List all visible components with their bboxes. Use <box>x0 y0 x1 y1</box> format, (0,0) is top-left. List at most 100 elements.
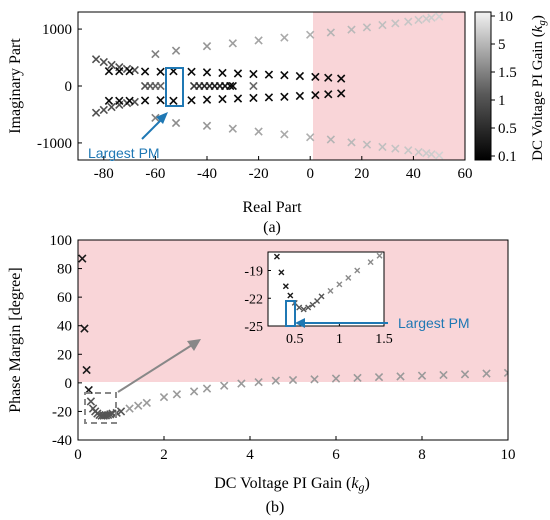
pole-marker <box>140 67 150 76</box>
pole-marker <box>324 73 333 82</box>
pole-marker <box>104 96 114 105</box>
colorbar-tick-label: 0.5 <box>498 121 517 137</box>
panel-a-y-label: Imaginary Part <box>7 38 24 134</box>
pm-marker <box>106 410 115 419</box>
x-tick-label: 60 <box>458 166 473 182</box>
pm-marker <box>353 373 362 383</box>
inset-pm-marker <box>287 292 294 299</box>
pole-marker <box>91 108 101 117</box>
pole-marker <box>228 39 237 48</box>
inset-largest-pm-box <box>285 300 296 327</box>
pole-marker <box>378 20 387 30</box>
y-tick-label: 0 <box>65 376 73 392</box>
inset-y-tick-label: -25 <box>244 320 263 335</box>
pole-marker <box>228 124 237 133</box>
pole-marker <box>280 71 289 80</box>
caption-b: (b) <box>266 499 285 516</box>
pole-marker <box>156 81 165 91</box>
pole-marker <box>125 67 134 76</box>
pole-marker <box>151 113 160 123</box>
panel-b-x-label: DC Voltage PI Gain (kg) <box>214 475 370 494</box>
pole-marker <box>171 118 181 128</box>
pm-marker <box>331 374 341 383</box>
pm-marker <box>116 407 126 416</box>
pole-marker <box>151 49 160 59</box>
panel-b-y-label: Phase Margin [degree] <box>7 267 24 412</box>
pole-marker <box>404 146 413 155</box>
pole-marker <box>326 135 336 144</box>
panel-a-y-ticks: -1000 0 1000 <box>37 22 82 152</box>
inset-frame <box>267 251 385 327</box>
inset-x-tick-label: 0.5 <box>286 332 304 347</box>
pole-marker <box>362 140 372 149</box>
x-tick-label: -60 <box>145 166 165 182</box>
panel-b-points <box>78 254 508 420</box>
y-tick-label: 80 <box>57 262 72 278</box>
x-tick-label: 20 <box>354 166 369 182</box>
panel-b: 0 2 4 6 8 10 -40 -20 0 20 40 60 80 100 DC Voltage PI… <box>7 233 516 516</box>
pole-marker <box>326 28 336 37</box>
pm-marker <box>202 384 212 393</box>
x-tick-label: 4 <box>246 447 254 463</box>
pole-marker <box>306 133 315 142</box>
inset-y-ticks: -19 -22 -25 <box>244 265 271 335</box>
pole-marker <box>218 68 227 78</box>
inset-pm-marker <box>314 298 321 305</box>
pole-marker <box>362 23 372 32</box>
pole-marker <box>280 130 289 139</box>
pm-marker <box>78 254 87 263</box>
x-tick-label: 2 <box>160 447 168 463</box>
pm-marker <box>482 369 491 378</box>
inset-pm-marker <box>376 252 383 259</box>
inset-x-tick-label: 1.5 <box>375 332 393 347</box>
inset-largest-pm-arrowhead <box>295 318 305 328</box>
colorbar-label: DC Voltage PI Gain (kg) <box>530 15 548 161</box>
pm-marker <box>189 387 199 396</box>
pole-marker <box>311 90 320 100</box>
pole-marker <box>254 127 263 136</box>
panel-a-unstable-region <box>313 12 465 160</box>
pole-marker <box>169 96 178 105</box>
y-tick-label: 100 <box>50 233 73 249</box>
pm-marker <box>82 365 91 375</box>
colorbar-tick-label: 0.1 <box>498 149 517 165</box>
panel-b-zoom-arrow <box>117 344 193 393</box>
x-tick-label: 8 <box>418 447 426 463</box>
x-tick-label: 0 <box>306 166 314 182</box>
panel-a-largest-pm-box <box>165 67 184 107</box>
pm-marker <box>125 404 134 413</box>
colorbar <box>474 11 492 161</box>
pm-marker <box>172 390 182 399</box>
pole-marker <box>427 150 436 159</box>
pole-marker <box>391 144 400 153</box>
inset-points <box>273 252 383 313</box>
panel-b-x-ticks: 0 2 4 6 8 10 <box>74 436 516 463</box>
inset-pm-marker <box>345 274 352 281</box>
inset-y-tick-label: -22 <box>244 292 263 307</box>
pole-marker <box>347 25 356 34</box>
pole-marker <box>202 68 212 77</box>
pole-marker <box>336 89 346 98</box>
pole-marker <box>249 69 258 79</box>
pm-marker <box>374 372 384 382</box>
pm-marker <box>417 371 427 380</box>
inset-pm-marker <box>282 283 289 290</box>
pole-marker <box>280 92 289 101</box>
pole-marker <box>233 94 243 103</box>
pole-marker <box>254 36 263 45</box>
pole-marker <box>115 96 124 105</box>
pole-marker <box>324 90 333 99</box>
pole-marker <box>404 17 413 26</box>
caption-a: (a) <box>263 219 281 236</box>
pm-marker <box>503 368 508 378</box>
pole-marker <box>226 81 235 91</box>
pole-marker <box>264 70 274 79</box>
pole-marker <box>336 74 346 83</box>
pole-marker <box>249 93 258 103</box>
inset-pm-marker <box>296 304 303 311</box>
pm-marker <box>134 401 143 410</box>
panel-a-x-ticks: -80 -60 -40 -20 0 20 40 60 <box>94 156 473 182</box>
pole-marker <box>107 60 116 70</box>
panel-a-points <box>91 12 444 160</box>
y-tick-label: -20 <box>52 404 72 420</box>
